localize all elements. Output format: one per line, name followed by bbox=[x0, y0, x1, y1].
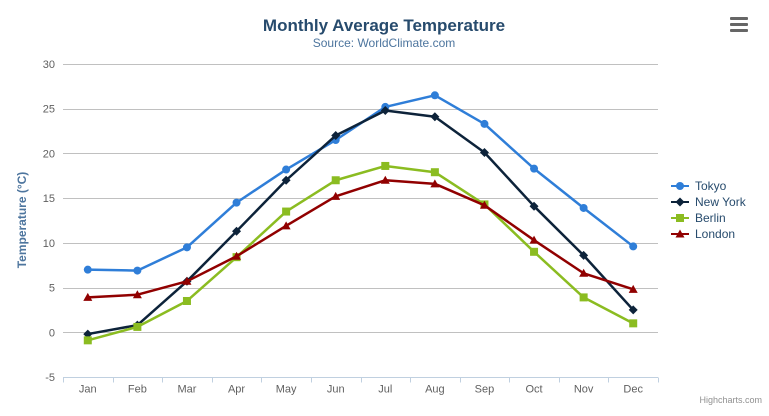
data-point-london-sep[interactable] bbox=[479, 200, 489, 209]
data-point-berlin-feb[interactable] bbox=[133, 322, 142, 331]
data-point-berlin-jan[interactable] bbox=[83, 336, 92, 345]
x-axis-label: Jun bbox=[327, 384, 345, 396]
legend-item-tokyo[interactable]: Tokyo bbox=[671, 179, 727, 193]
x-axis-label: Nov bbox=[574, 384, 594, 396]
data-point-london-aug[interactable] bbox=[430, 179, 440, 188]
data-point-new-york-dec[interactable] bbox=[628, 305, 638, 315]
series-line-berlin bbox=[86, 164, 635, 342]
series-new-york bbox=[83, 106, 638, 339]
legend-item-berlin[interactable]: Berlin bbox=[671, 211, 726, 225]
x-axis-label: Jan bbox=[79, 384, 97, 396]
legend-marker-circle-icon bbox=[676, 182, 684, 190]
legend-label: Berlin bbox=[695, 211, 726, 225]
data-point-tokyo-aug[interactable] bbox=[430, 91, 439, 100]
data-point-berlin-dec[interactable] bbox=[629, 319, 638, 328]
x-axis-label: Aug bbox=[425, 384, 445, 396]
chart-subtitle: Source: WorldClimate.com bbox=[313, 36, 456, 50]
data-point-tokyo-jan[interactable] bbox=[83, 265, 92, 274]
data-point-tokyo-mar[interactable] bbox=[182, 243, 191, 252]
data-point-london-jan[interactable] bbox=[83, 292, 93, 301]
x-axis-label: Sep bbox=[475, 384, 495, 396]
data-point-berlin-jun[interactable] bbox=[331, 176, 340, 185]
data-point-tokyo-sep[interactable] bbox=[480, 119, 489, 128]
legend-marker-triangle-icon bbox=[675, 229, 685, 238]
data-point-tokyo-nov[interactable] bbox=[579, 203, 588, 212]
data-point-london-jun[interactable] bbox=[331, 191, 341, 200]
data-point-new-york-oct[interactable] bbox=[529, 201, 539, 211]
legend-label: Tokyo bbox=[695, 179, 727, 193]
series-line-tokyo bbox=[86, 94, 635, 272]
data-point-london-apr[interactable] bbox=[232, 251, 242, 260]
y-axis-label: 25 bbox=[43, 104, 55, 116]
y-axis-label: -5 bbox=[45, 372, 55, 384]
legend: Tokyo New York Berlin London bbox=[671, 179, 747, 241]
chart-title: Monthly Average Temperature bbox=[263, 16, 505, 35]
x-axis-label: May bbox=[276, 384, 297, 396]
data-point-tokyo-oct[interactable] bbox=[530, 164, 539, 173]
data-point-tokyo-may[interactable] bbox=[282, 165, 291, 174]
legend-label: London bbox=[695, 227, 735, 241]
hamburger-icon bbox=[730, 17, 748, 32]
data-point-berlin-may[interactable] bbox=[282, 207, 291, 216]
x-axis-label: Oct bbox=[525, 384, 542, 396]
data-point-london-oct[interactable] bbox=[529, 235, 539, 244]
data-point-new-york-nov[interactable] bbox=[579, 250, 589, 260]
data-point-berlin-nov[interactable] bbox=[579, 293, 588, 302]
series-london bbox=[83, 175, 638, 301]
series bbox=[83, 91, 638, 345]
series-tokyo bbox=[83, 91, 638, 275]
y-axis-label: 0 bbox=[49, 327, 55, 339]
data-point-new-york-may[interactable] bbox=[281, 175, 291, 185]
data-point-new-york-jun[interactable] bbox=[331, 131, 341, 141]
gridlines bbox=[63, 64, 658, 378]
data-point-new-york-apr[interactable] bbox=[232, 226, 242, 236]
y-axis-label: 5 bbox=[49, 283, 55, 295]
legend-label: New York bbox=[695, 195, 747, 209]
data-point-tokyo-feb[interactable] bbox=[133, 266, 142, 275]
series-line-london bbox=[86, 179, 635, 299]
data-point-berlin-mar[interactable] bbox=[182, 296, 191, 305]
series-line-new-york bbox=[86, 109, 635, 336]
x-axis-label: Dec bbox=[623, 384, 643, 396]
data-point-tokyo-dec[interactable] bbox=[629, 242, 638, 251]
data-point-berlin-oct[interactable] bbox=[530, 247, 539, 256]
data-point-new-york-jan[interactable] bbox=[83, 329, 93, 339]
x-axis-label: Feb bbox=[128, 384, 147, 396]
x-axis-label: Jul bbox=[378, 384, 392, 396]
data-point-new-york-jul[interactable] bbox=[380, 106, 390, 116]
data-point-berlin-aug[interactable] bbox=[430, 168, 439, 177]
x-axis-label: Mar bbox=[177, 384, 196, 396]
axes: -5 0 5 10 15 20 25 30 Jan Feb Mar Apr May Jun Jul Aug Se… bbox=[43, 59, 659, 396]
y-axis-label: 30 bbox=[43, 59, 55, 71]
data-point-berlin-jul[interactable] bbox=[381, 161, 390, 170]
y-axis-label: 20 bbox=[43, 148, 55, 160]
export-menu-button[interactable] bbox=[726, 12, 753, 36]
legend-item-new-york[interactable]: New York bbox=[671, 195, 747, 209]
x-axis-label: Apr bbox=[228, 384, 245, 396]
data-point-london-may[interactable] bbox=[281, 221, 291, 230]
y-axis-label: 10 bbox=[43, 238, 55, 250]
y-axis-title: Temperature (°C) bbox=[15, 172, 29, 269]
data-point-london-feb[interactable] bbox=[132, 290, 142, 299]
data-point-london-dec[interactable] bbox=[628, 284, 638, 293]
data-point-london-jul[interactable] bbox=[380, 175, 390, 184]
data-point-london-nov[interactable] bbox=[579, 268, 589, 277]
legend-marker-diamond-icon bbox=[675, 197, 685, 207]
data-point-tokyo-apr[interactable] bbox=[232, 198, 241, 207]
legend-item-london[interactable]: London bbox=[671, 227, 735, 241]
data-point-new-york-aug[interactable] bbox=[430, 112, 440, 122]
y-axis-label: 15 bbox=[43, 193, 55, 205]
legend-marker-square-icon bbox=[676, 214, 684, 222]
credits-link[interactable]: Highcharts.com bbox=[699, 395, 762, 405]
data-point-london-mar[interactable] bbox=[182, 276, 192, 285]
data-point-new-york-sep[interactable] bbox=[479, 148, 489, 158]
